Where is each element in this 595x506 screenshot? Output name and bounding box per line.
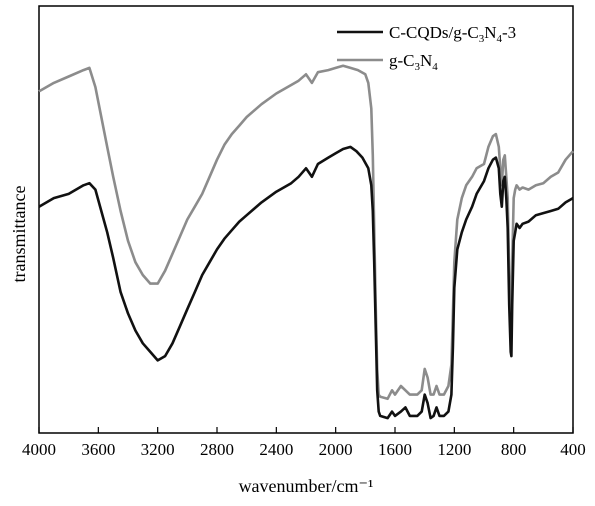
- x-tick-label: 2000: [319, 440, 353, 459]
- x-tick-label: 2400: [259, 440, 293, 459]
- series-line: [38, 145, 574, 420]
- legend-label: g-C3N4: [389, 51, 438, 73]
- series-layer: [38, 64, 574, 420]
- x-tick-label: 2800: [200, 440, 234, 459]
- x-tick-label: 3200: [141, 440, 175, 459]
- x-tick-label: 3600: [81, 440, 115, 459]
- legend: C-CQDs/g-C3N4-3 g-C3N4: [337, 23, 516, 73]
- x-tick-label: 400: [560, 440, 586, 459]
- x-ticks: 4000 3600 3200 2800 2400 2000 1600 1200 800 400: [22, 427, 586, 459]
- x-tick-label: 4000: [22, 440, 56, 459]
- series-line: [38, 64, 574, 401]
- y-axis-title: transmittance: [9, 186, 29, 283]
- legend-label: C-CQDs/g-C3N4-3: [389, 23, 516, 45]
- x-tick-label: 1200: [437, 440, 471, 459]
- x-tick-label: 800: [501, 440, 527, 459]
- x-axis-title: wavenumber/cm⁻¹: [239, 476, 374, 496]
- plot-frame: [38, 5, 574, 434]
- x-tick-label: 1600: [378, 440, 412, 459]
